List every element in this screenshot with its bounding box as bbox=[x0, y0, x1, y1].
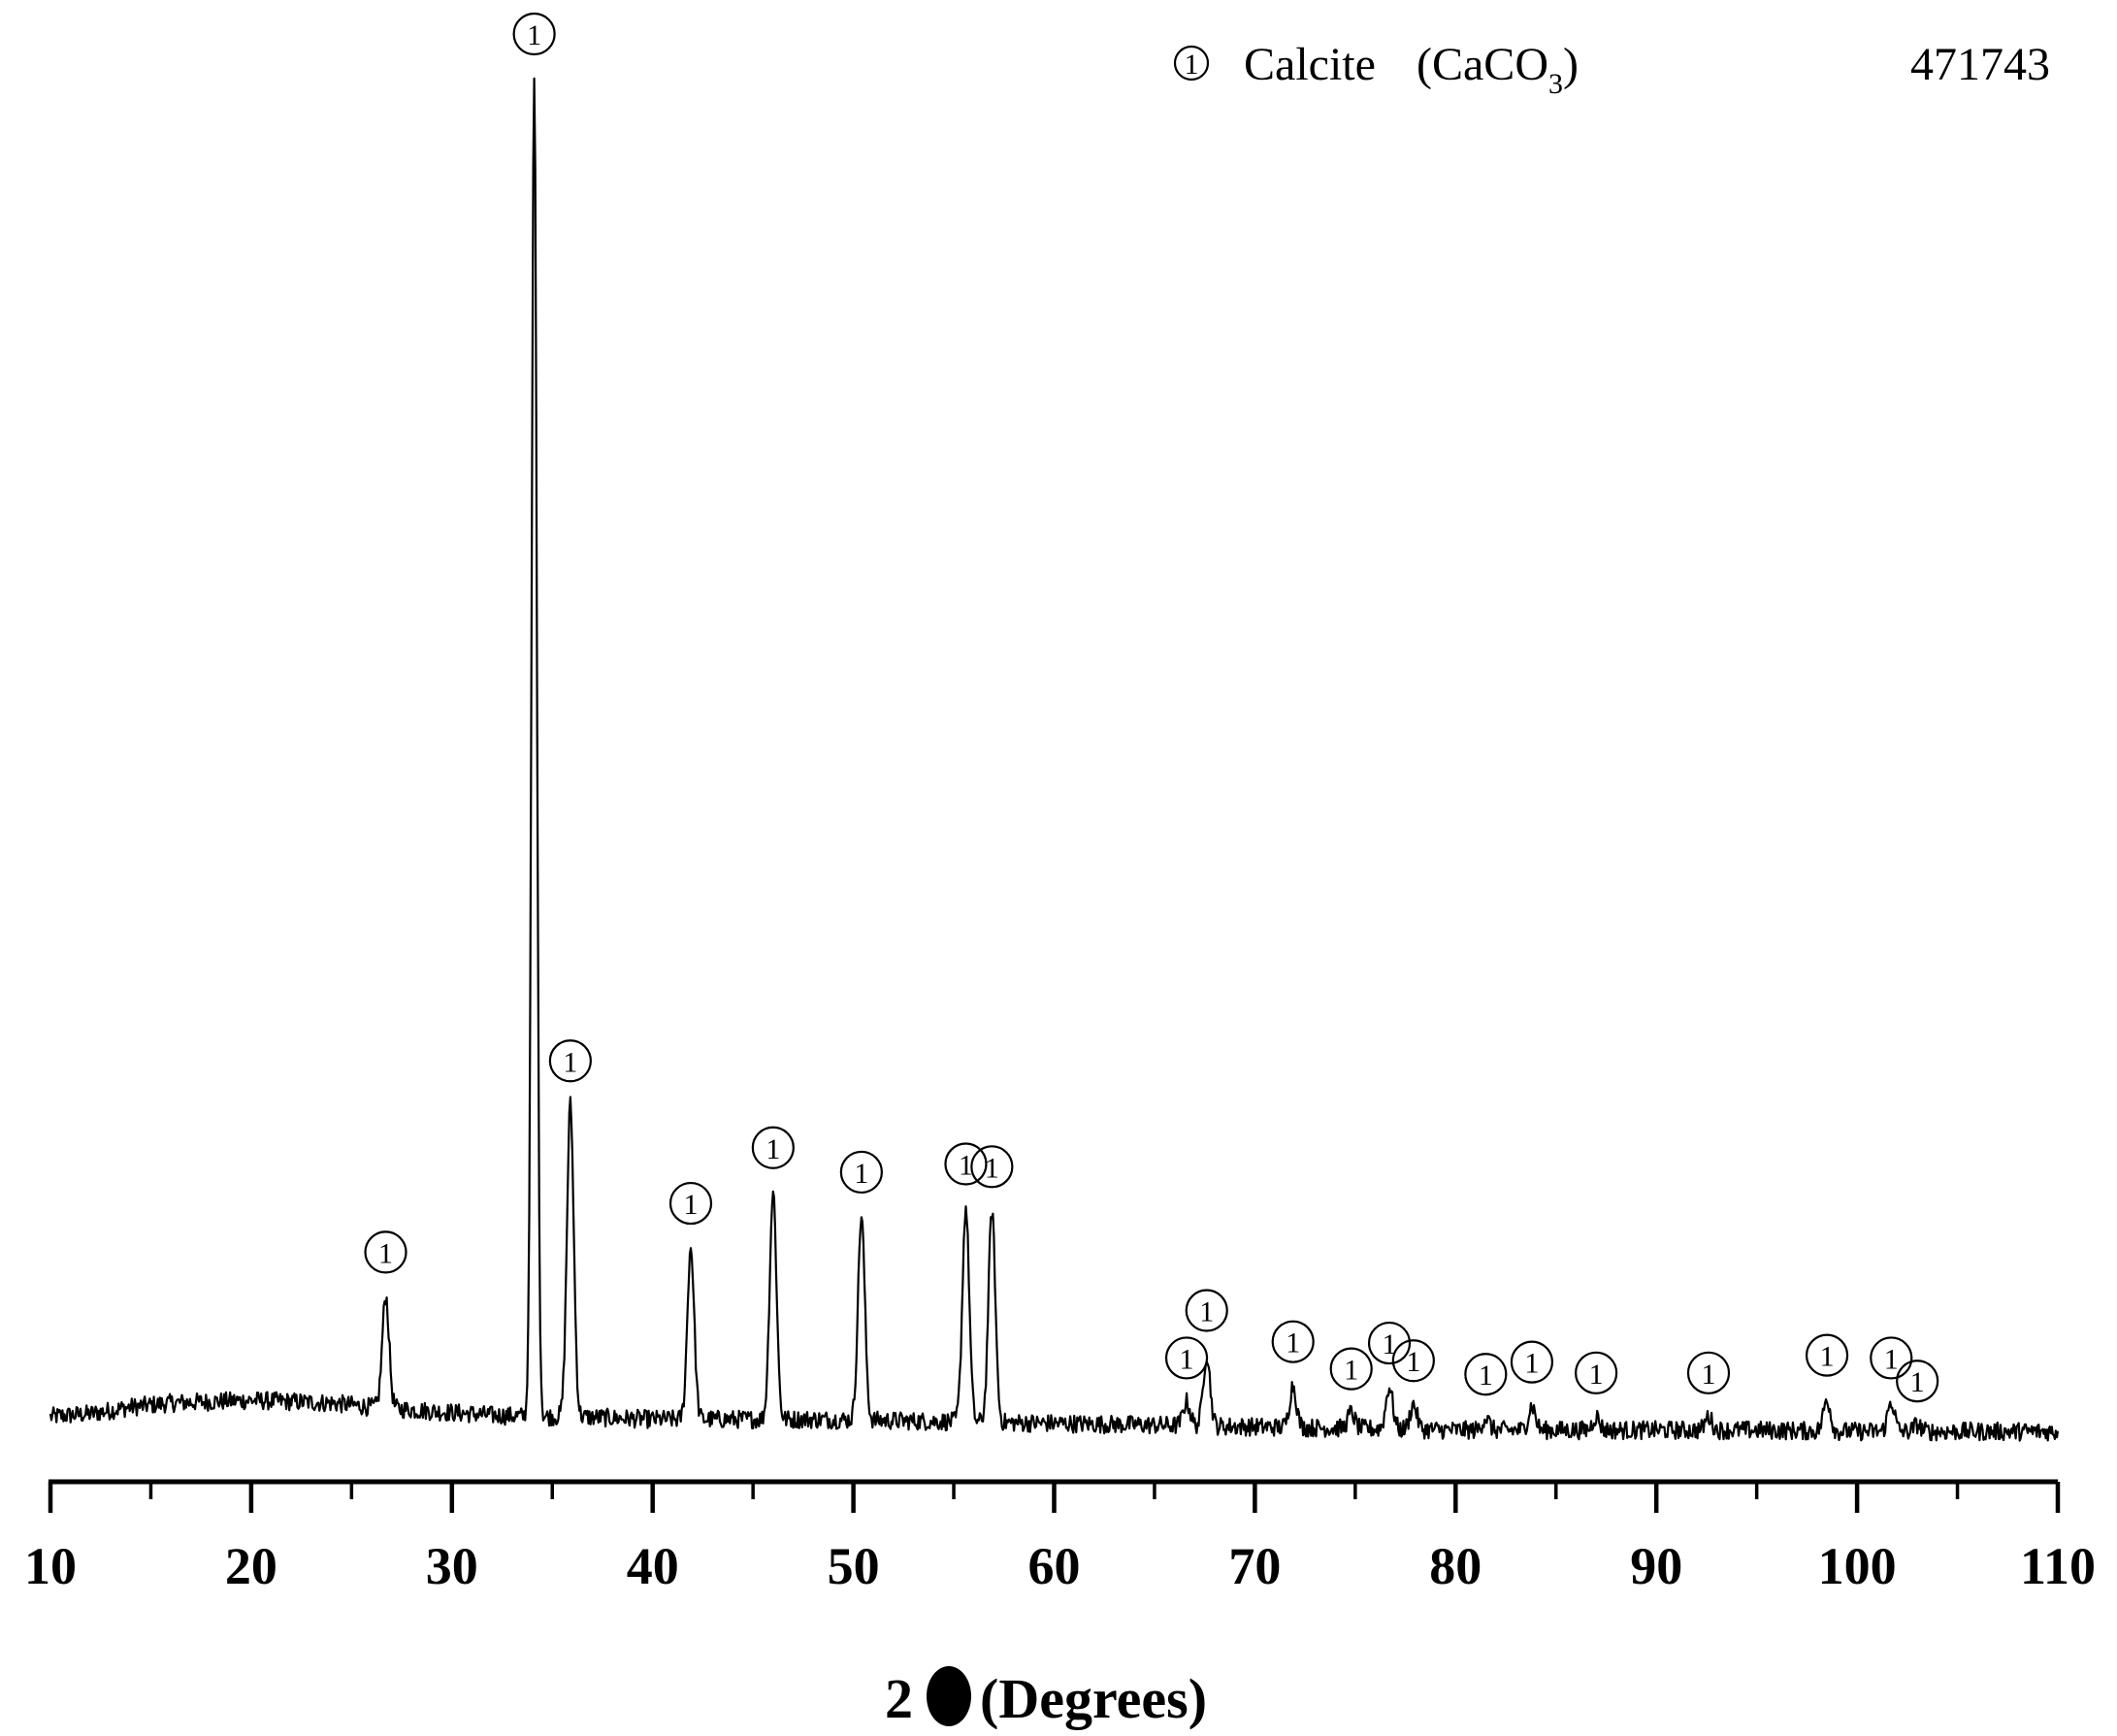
x-axis-tick-labels: 10 20 30 40 50 60 70 80 90 100 110 bbox=[24, 1537, 2096, 1595]
legend-marker-number: 1 bbox=[1185, 49, 1199, 81]
peak-marker: 1 bbox=[1367, 1321, 1412, 1365]
peak-marker-circle bbox=[944, 1142, 988, 1186]
x-tick-label: 50 bbox=[828, 1537, 880, 1595]
peak-marker-circle bbox=[1510, 1340, 1554, 1384]
sample-id: 471743 bbox=[1910, 39, 2050, 90]
peak-marker-number: 1 bbox=[1286, 1327, 1300, 1359]
peak-marker: 1 bbox=[839, 1150, 883, 1195]
peak-marker: 1 bbox=[1870, 1336, 1913, 1380]
peak-marker: 1 bbox=[548, 1039, 592, 1083]
peak-marker-number: 1 bbox=[765, 1133, 780, 1165]
x-tick-label: 20 bbox=[225, 1537, 277, 1595]
peak-marker: 1 bbox=[1805, 1333, 1849, 1377]
peak-marker: 1 bbox=[1510, 1340, 1554, 1384]
x-tick-label: 60 bbox=[1028, 1537, 1081, 1595]
peak-marker-number: 1 bbox=[378, 1237, 393, 1269]
x-tick-label: 40 bbox=[627, 1537, 679, 1595]
peak-marker-circle bbox=[512, 12, 556, 56]
peak-marker-number: 1 bbox=[1884, 1343, 1899, 1375]
peak-marker-circle bbox=[1805, 1333, 1849, 1377]
peak-marker-number: 1 bbox=[1180, 1343, 1194, 1375]
legend-formula: (CaCO3) bbox=[1417, 39, 1579, 100]
peak-marker-circle bbox=[1686, 1351, 1731, 1394]
peak-marker-number: 1 bbox=[959, 1150, 973, 1182]
peak-marker: 1 bbox=[1686, 1351, 1731, 1394]
x-tick-label: 100 bbox=[1818, 1537, 1897, 1595]
peak-marker: 1 bbox=[512, 12, 556, 56]
peak-marker-number: 1 bbox=[1701, 1359, 1715, 1391]
peak-marker-number: 1 bbox=[684, 1189, 699, 1221]
peak-marker: 1 bbox=[1164, 1336, 1209, 1380]
peak-marker: 1 bbox=[970, 1145, 1014, 1189]
legend: 1 Calcite (CaCO3) bbox=[1173, 39, 1579, 100]
x-tick-label: 10 bbox=[24, 1537, 77, 1595]
peak-marker-number: 1 bbox=[527, 19, 541, 51]
peak-marker: 1 bbox=[1464, 1353, 1508, 1396]
peak-marker-circle bbox=[1896, 1359, 1939, 1403]
x-axis-title-suffix: (Degrees) bbox=[980, 1667, 1207, 1730]
peak-marker-number: 1 bbox=[1820, 1341, 1835, 1373]
legend-formula-subscript: 3 bbox=[1548, 68, 1563, 100]
peak-marker: 1 bbox=[1185, 1289, 1228, 1332]
x-axis-title-prefix: 2 bbox=[885, 1667, 913, 1730]
theta-symbol bbox=[927, 1666, 971, 1726]
peak-marker-circle bbox=[1164, 1336, 1209, 1380]
peak-marker: 1 bbox=[1896, 1359, 1939, 1403]
peak-marker-number: 1 bbox=[985, 1152, 999, 1184]
peak-marker-circle bbox=[1391, 1339, 1435, 1383]
x-axis-ticks bbox=[48, 1482, 2061, 1513]
peak-marker: 1 bbox=[364, 1230, 407, 1274]
x-tick-label: 90 bbox=[1630, 1537, 1682, 1595]
peak-marker-circle bbox=[548, 1039, 592, 1083]
peak-marker-circle bbox=[364, 1230, 407, 1274]
peak-marker-number: 1 bbox=[563, 1046, 577, 1078]
peak-marker: 1 bbox=[751, 1126, 795, 1169]
peak-marker-circle bbox=[1367, 1321, 1412, 1365]
peak-marker-circle bbox=[1575, 1351, 1618, 1394]
peak-marker-number: 1 bbox=[1383, 1328, 1397, 1360]
legend-label: Calcite bbox=[1244, 39, 1376, 90]
peak-marker-number: 1 bbox=[1910, 1366, 1925, 1398]
peak-marker-circle bbox=[668, 1181, 713, 1226]
peak-marker: 1 bbox=[1329, 1347, 1373, 1391]
x-tick-label: 70 bbox=[1228, 1537, 1281, 1595]
peak-marker-number: 1 bbox=[854, 1158, 868, 1190]
peak-marker-number: 1 bbox=[1524, 1348, 1539, 1380]
x-tick-label: 80 bbox=[1429, 1537, 1482, 1595]
peak-marker-number: 1 bbox=[1589, 1359, 1604, 1391]
x-tick-label: 110 bbox=[2020, 1537, 2096, 1595]
peak-marker-circle bbox=[1271, 1320, 1315, 1363]
legend-formula-main: (CaCO bbox=[1417, 39, 1548, 90]
x-tick-label: 30 bbox=[426, 1537, 478, 1595]
peak-marker-circle bbox=[970, 1145, 1014, 1189]
peak-marker: 1 bbox=[1391, 1339, 1435, 1383]
peak-marker-number: 1 bbox=[1344, 1355, 1358, 1387]
peak-marker-number: 1 bbox=[1406, 1346, 1420, 1378]
peak-marker: 1 bbox=[1575, 1351, 1618, 1394]
peak-marker-circle bbox=[1185, 1289, 1228, 1332]
peak-marker-number: 1 bbox=[1479, 1359, 1493, 1392]
peak-marker-circle bbox=[1464, 1353, 1508, 1396]
peak-marker-circle bbox=[839, 1150, 883, 1195]
peak-marker: 1 bbox=[1271, 1320, 1315, 1363]
legend-formula-close: ) bbox=[1563, 39, 1579, 90]
x-axis-title: 2 (Degrees) bbox=[885, 1666, 1207, 1730]
peak-marker-circle bbox=[1329, 1347, 1373, 1391]
peak-marker-circle bbox=[751, 1126, 795, 1169]
peak-marker: 1 bbox=[944, 1142, 988, 1186]
peak-marker-circle bbox=[1870, 1336, 1913, 1380]
peak-marker: 1 bbox=[668, 1181, 713, 1226]
legend-marker-circle bbox=[1173, 45, 1210, 82]
peak-marker-number: 1 bbox=[1199, 1296, 1214, 1328]
diffraction-pattern-line bbox=[49, 77, 2060, 1442]
